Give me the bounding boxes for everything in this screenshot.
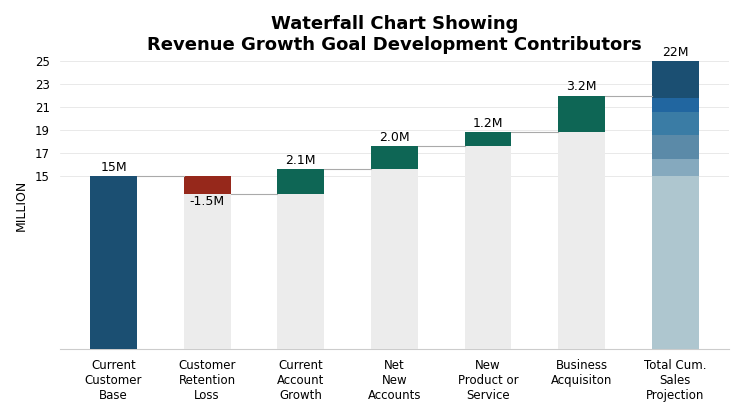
Bar	[371, 146, 417, 169]
Text: 2.1M: 2.1M	[286, 154, 316, 167]
Text: 22M: 22M	[662, 45, 688, 59]
Bar	[558, 95, 605, 133]
Text: 2.0M: 2.0M	[379, 131, 410, 144]
Bar	[184, 193, 231, 349]
Text: -1.5M: -1.5M	[190, 195, 225, 208]
Bar	[652, 176, 699, 349]
Text: 1.2M: 1.2M	[472, 117, 503, 130]
Bar	[464, 133, 511, 146]
Y-axis label: MILLION: MILLION	[15, 179, 28, 231]
Bar	[652, 159, 699, 176]
Bar	[558, 133, 605, 349]
Bar	[278, 169, 324, 193]
Text: 3.2M: 3.2M	[566, 80, 597, 93]
Bar	[652, 98, 699, 112]
Bar	[652, 135, 699, 159]
Title: Waterfall Chart Showing
Revenue Growth Goal Development Contributors: Waterfall Chart Showing Revenue Growth G…	[147, 15, 642, 54]
Bar	[652, 112, 699, 135]
Bar	[652, 61, 699, 98]
Text: 15M: 15M	[100, 161, 126, 174]
Bar	[90, 176, 137, 349]
Bar	[184, 176, 231, 193]
Bar	[464, 146, 511, 349]
Bar	[278, 193, 324, 349]
Bar	[371, 169, 417, 349]
